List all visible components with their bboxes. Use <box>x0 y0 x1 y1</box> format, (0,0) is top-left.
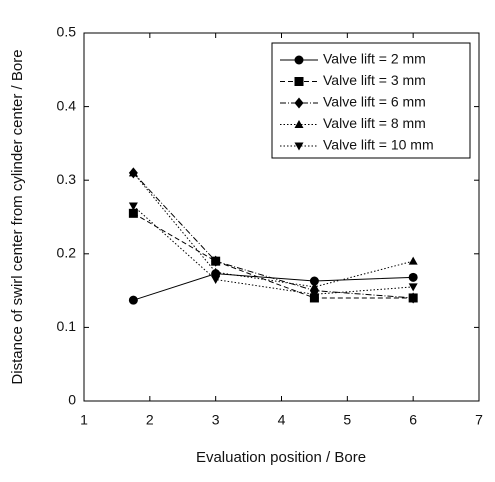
marker <box>128 168 138 177</box>
marker <box>309 290 319 299</box>
legend-label: Valve lift = 2 mm <box>323 51 426 67</box>
x-tick-label: 5 <box>343 412 351 428</box>
marker <box>408 292 418 304</box>
marker <box>128 208 138 218</box>
marker <box>211 267 221 276</box>
x-tick-label: 1 <box>80 412 88 428</box>
marker <box>211 255 221 267</box>
legend-label: Valve lift = 8 mm <box>323 115 426 131</box>
legend-marker <box>294 120 304 128</box>
x-tick-label: 2 <box>146 412 154 428</box>
marker <box>408 272 418 282</box>
y-tick-label: 0.1 <box>57 318 77 334</box>
legend-label: Valve lift = 10 mm <box>323 137 434 153</box>
y-tick-label: 0.5 <box>57 24 77 40</box>
legend-marker <box>294 97 304 109</box>
legend-marker <box>294 77 304 86</box>
y-tick-label: 0.4 <box>57 97 77 113</box>
y-axis-label: Distance of swirl center from cylinder c… <box>9 49 26 384</box>
marker <box>128 202 138 211</box>
marker <box>128 295 138 305</box>
x-tick-label: 3 <box>212 412 220 428</box>
x-tick-label: 6 <box>409 412 417 428</box>
legend-label: Valve lift = 3 mm <box>323 72 426 88</box>
series-line <box>132 172 414 288</box>
x-tick-label: 4 <box>278 412 286 428</box>
legend-marker <box>294 142 304 151</box>
marker <box>211 276 221 285</box>
x-axis-label: Evaluation position / Bore <box>196 449 366 466</box>
series-line <box>133 273 414 301</box>
legend-marker <box>294 55 304 65</box>
series-line <box>133 212 414 299</box>
marker <box>408 256 418 265</box>
marker <box>309 276 319 286</box>
series-line <box>133 172 414 299</box>
x-tick-label: 7 <box>475 412 483 428</box>
marker <box>309 282 319 291</box>
y-tick-label: 0.3 <box>57 171 77 187</box>
y-tick-label: 0.2 <box>57 245 77 261</box>
legend-box <box>271 42 471 159</box>
series-line <box>133 205 414 295</box>
marker <box>408 283 418 292</box>
legend-label: Valve lift = 6 mm <box>323 94 426 110</box>
y-tick-label: 0 <box>68 392 76 408</box>
